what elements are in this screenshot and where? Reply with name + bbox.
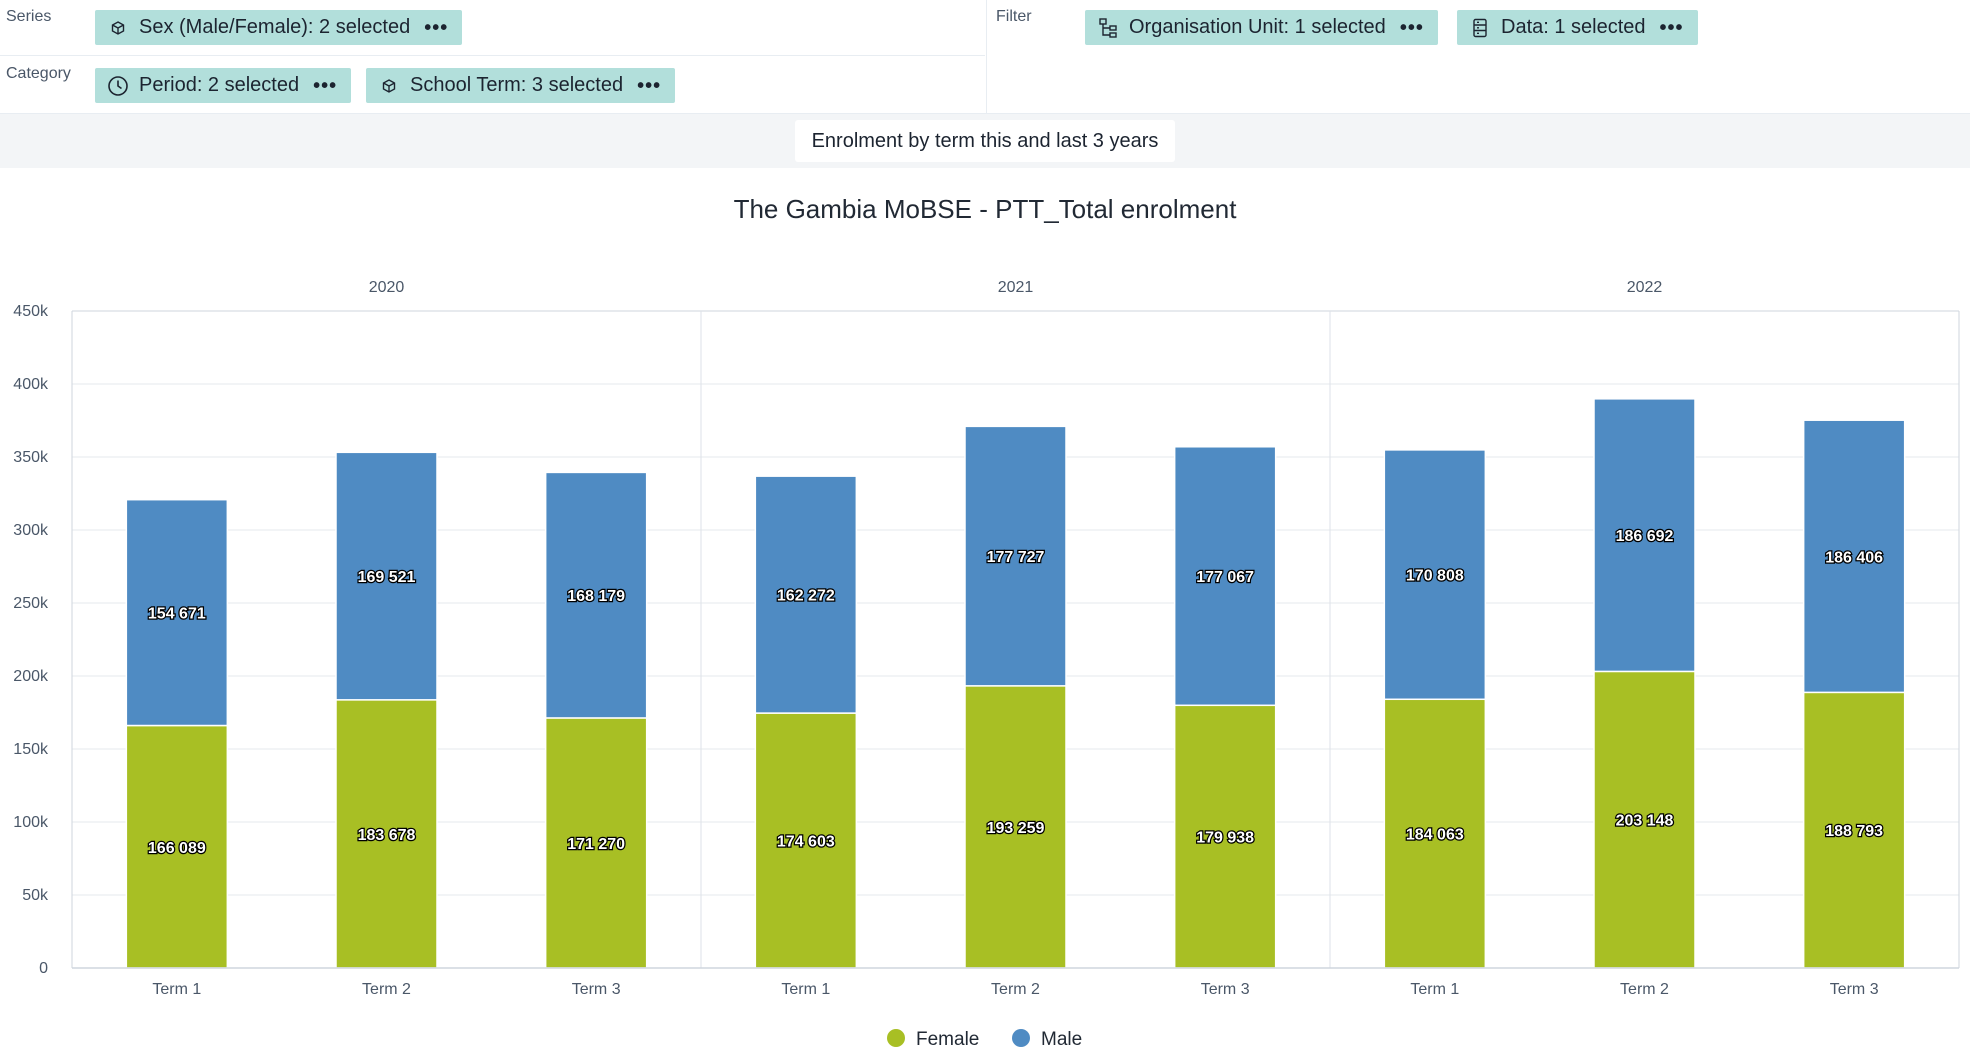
data-label: 174 603 — [777, 834, 835, 851]
chip-label: Period: 2 selected — [139, 74, 300, 96]
year-group-label: 2021 — [998, 279, 1034, 296]
category-axis-label: Category — [6, 65, 71, 82]
data-label: 188 793 — [1825, 823, 1883, 840]
filter-chip-data[interactable]: Data: 1 selected ••• — [1457, 10, 1698, 45]
chip-label: Data: 1 selected — [1501, 16, 1646, 38]
column-divider — [986, 0, 987, 113]
bar-segment-male — [335, 451, 438, 701]
legend-marker — [1012, 1029, 1030, 1047]
legend-item-label: Female — [916, 1029, 979, 1050]
x-tick-label: Term 2 — [1620, 981, 1669, 998]
y-tick-label: 450k — [13, 303, 49, 320]
bar-segment-male — [964, 425, 1067, 687]
y-tick-label: 50k — [22, 887, 49, 904]
data-label: 179 938 — [1196, 830, 1254, 847]
data-label: 203 148 — [1616, 813, 1674, 830]
y-tick-label: 250k — [13, 595, 49, 612]
x-tick-label: Term 3 — [1201, 981, 1250, 998]
y-tick-label: 100k — [13, 814, 49, 831]
x-tick-label: Term 3 — [1830, 981, 1879, 998]
y-tick-label: 400k — [13, 376, 49, 393]
data-label: 166 089 — [148, 840, 206, 857]
filter-axis-label: Filter — [996, 8, 1032, 25]
bar-segment-male — [1593, 398, 1696, 673]
year-group-label: 2020 — [369, 279, 405, 296]
y-tick-label: 150k — [13, 741, 49, 758]
row-divider — [0, 55, 985, 56]
y-tick-label: 350k — [13, 449, 49, 466]
data-label: 186 692 — [1616, 528, 1674, 545]
data-label: 154 671 — [148, 606, 206, 623]
series-axis-label: Series — [6, 8, 52, 25]
x-tick-label: Term 1 — [152, 981, 201, 998]
layout-panel: Series Category Filter Sex (Male/Female)… — [0, 0, 1970, 114]
filter-chip-org-unit[interactable]: Organisation Unit: 1 selected ••• — [1085, 10, 1438, 45]
data-label: 177 067 — [1196, 569, 1254, 586]
category-chip-period[interactable]: Period: 2 selected ••• — [95, 68, 352, 103]
plot-area: 0 50k 100k 150k 200k 250k 300k 350k 400k 450k 2020… — [13, 279, 1960, 1050]
bar-segment-female — [964, 685, 1067, 969]
x-tick-label: Term 2 — [362, 981, 411, 998]
dimension-icon — [378, 75, 400, 97]
chip-menu-button[interactable]: ••• — [424, 16, 449, 39]
chip-label: School Term: 3 selected — [410, 74, 624, 96]
x-tick-label: Term 1 — [1410, 981, 1459, 998]
bar-segment-female — [125, 724, 229, 969]
data-label: 162 272 — [777, 588, 835, 605]
data-label: 169 521 — [358, 569, 416, 586]
dimension-icon — [107, 17, 129, 39]
x-tick-label: Term 3 — [572, 981, 621, 998]
year-group-label: 2022 — [1627, 279, 1663, 296]
data-label: 168 179 — [567, 588, 625, 605]
data-label: 171 270 — [567, 836, 625, 853]
bar-segment-female — [335, 699, 438, 969]
y-tick-label: 300k — [13, 522, 49, 539]
bar-segment-male — [544, 471, 648, 719]
x-tick-label: Term 2 — [991, 981, 1040, 998]
bar-segment-female — [544, 717, 648, 969]
chip-menu-button[interactable]: ••• — [1659, 16, 1684, 39]
series-chip-sex[interactable]: Sex (Male/Female): 2 selected ••• — [95, 10, 463, 45]
org-unit-tree-icon — [1097, 17, 1119, 39]
chip-menu-button[interactable]: ••• — [313, 74, 338, 97]
chip-label: Sex (Male/Female): 2 selected — [139, 16, 411, 38]
bar-segment-female — [1173, 704, 1277, 969]
bar-segment-male — [125, 498, 229, 727]
database-icon — [1469, 17, 1491, 39]
category-chip-school-term[interactable]: School Term: 3 selected ••• — [366, 68, 676, 103]
chart-title: The Gambia MoBSE - PTT_Total enrolment — [734, 194, 1238, 224]
data-label: 186 406 — [1825, 549, 1883, 566]
x-tick-label: Term 1 — [781, 981, 830, 998]
data-label: 184 063 — [1406, 827, 1464, 844]
bar-segment-female — [1593, 670, 1696, 969]
data-label: 170 808 — [1406, 568, 1464, 585]
bar-segment-male — [1173, 446, 1277, 707]
y-tick-label: 200k — [13, 668, 49, 685]
bar-segment-male — [754, 475, 858, 714]
bar-segment-male — [1802, 419, 1906, 694]
legend-marker — [887, 1029, 905, 1047]
data-label: 193 259 — [987, 820, 1045, 837]
data-label: 177 727 — [987, 549, 1045, 566]
y-tick-label: 0 — [39, 960, 48, 977]
chip-menu-button[interactable]: ••• — [637, 74, 662, 97]
chip-label: Organisation Unit: 1 selected — [1129, 16, 1386, 38]
clock-icon — [107, 75, 129, 97]
data-label: 183 678 — [358, 827, 416, 844]
legend-item-label: Male — [1041, 1029, 1082, 1050]
bar-segment-male — [1383, 449, 1487, 701]
stacked-bar-chart: The Gambia MoBSE - PTT_Total enrolment 0… — [13, 194, 1960, 1050]
visualization-name[interactable]: Enrolment by term this and last 3 years — [795, 120, 1175, 162]
bar-segment-female — [754, 712, 858, 969]
chip-menu-button[interactable]: ••• — [1399, 16, 1424, 39]
